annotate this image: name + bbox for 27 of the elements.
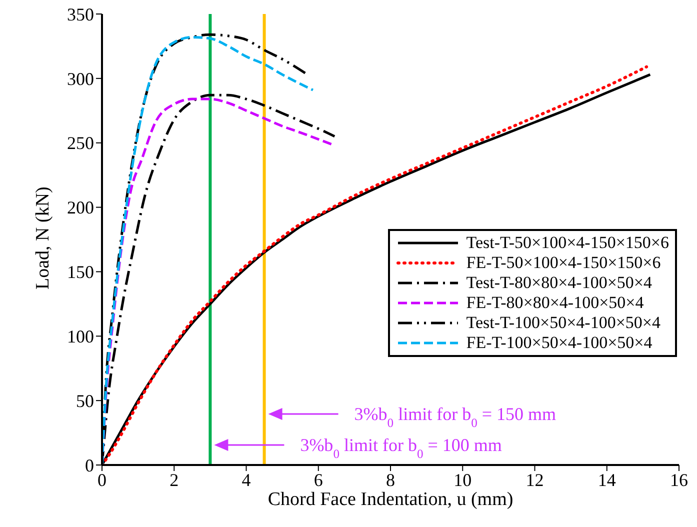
- legend-label: Test-T-100×50×4-100×50×4: [466, 313, 660, 333]
- y-axis-title: Load, N (kN): [32, 186, 54, 290]
- legend-label: Test-T-50×100×4-150×150×6: [466, 233, 669, 253]
- x-tick-label: 0: [98, 470, 106, 490]
- y-tick-label: 100: [67, 326, 94, 347]
- x-tick-label: 16: [670, 470, 688, 490]
- y-tick-label: 0: [85, 455, 94, 476]
- x-tick-label: 6: [314, 470, 323, 490]
- legend-label: FE-T-80×80×4-100×50×4: [466, 293, 644, 313]
- x-tick-label: 8: [386, 470, 395, 490]
- x-axis-title: Chord Face Indentation, u (mm): [268, 489, 514, 510]
- y-tick-label: 150: [67, 262, 94, 282]
- x-tick-label: 12: [526, 470, 544, 490]
- x-tick-label: 14: [598, 470, 616, 490]
- y-tick-label: 350: [67, 4, 94, 24]
- x-tick-label: 10: [454, 470, 472, 490]
- annotation: 3%b$_{0}$ limit for b$_{0}$ = 100 mm: [300, 435, 502, 461]
- x-tick-label: 2: [170, 470, 179, 490]
- y-tick-label: 300: [67, 68, 94, 89]
- legend-label: Test-T-80×80×4-100×50×4: [466, 273, 652, 293]
- legend-label: FE-T-50×100×4-150×150×6: [466, 253, 661, 273]
- y-tick-label: 50: [76, 390, 94, 411]
- x-tick-label: 4: [242, 470, 251, 490]
- legend-label: FE-T-100×50×4-100×50×4: [466, 333, 652, 353]
- annotation: 3%b$_{0}$ limit for b$_{0}$ = 150 mm: [354, 404, 556, 430]
- y-tick-label: 250: [67, 133, 94, 154]
- y-tick-label: 200: [67, 198, 94, 218]
